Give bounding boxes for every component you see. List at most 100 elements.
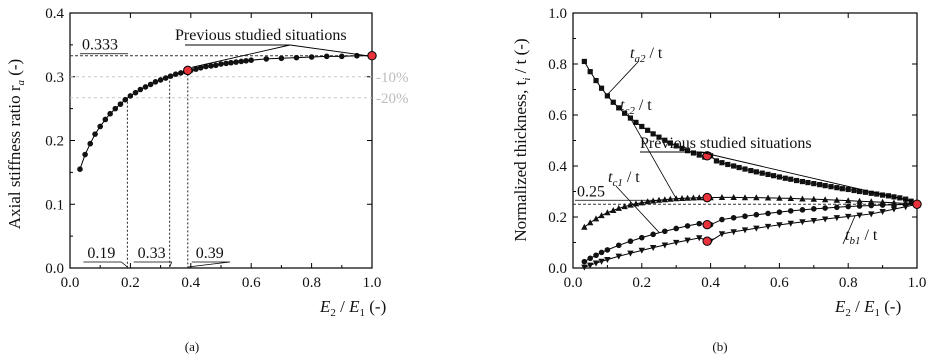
- panel-a-drop-label: 0.39: [196, 245, 224, 262]
- panel-a-anno-arrow: [289, 44, 368, 57]
- panel-a-ytick-label: 0.2: [45, 134, 64, 150]
- panel-b-data-point: [731, 163, 737, 169]
- panel-b-data-point: [742, 213, 748, 220]
- panel-b-data-point: [753, 225, 760, 232]
- panel-b-data-point: [811, 206, 817, 212]
- panel-b-data-point: [753, 169, 759, 175]
- panel-a-data-point: [87, 140, 94, 147]
- panel-b-series-label: ta2 / t: [630, 45, 663, 65]
- panel-b-data-point: [581, 58, 587, 65]
- panel-a-data-point: [193, 66, 199, 72]
- panel-b-data-point: [851, 187, 857, 194]
- panel-b-ytick-label: 0.8: [548, 57, 567, 73]
- panel-b-data-point: [890, 206, 898, 213]
- panel-b-data-point: [650, 231, 656, 238]
- panel-b-series-line: [584, 196, 918, 228]
- panel-b-xtick-label: 0.4: [701, 275, 720, 291]
- panel-a-data-point: [218, 61, 224, 67]
- panel-b-series-label-leader: [627, 113, 677, 199]
- panel-b-data-point: [839, 186, 845, 192]
- panel-a-ref-label: -10%: [376, 70, 409, 86]
- panel-b-data-point: [725, 161, 731, 168]
- panel-b-data-point: [718, 231, 726, 238]
- panel-a-data-point: [172, 71, 179, 77]
- panel-b-data-point: [690, 194, 697, 201]
- panel-b-data-point: [776, 222, 783, 229]
- panel-a-data-point: [142, 84, 149, 90]
- panel-a-data-point: [137, 86, 144, 93]
- panel-b-highlight-point: [702, 219, 712, 230]
- panel-a-drop-label-leader: [187, 261, 230, 268]
- panel-a-data-point: [102, 116, 109, 123]
- panel-a-data-point: [167, 73, 174, 79]
- panel-b-data-point: [593, 77, 599, 84]
- panel-a-data-point: [213, 62, 219, 69]
- panel-b-data-point: [684, 237, 691, 244]
- panel-b-data-point: [765, 210, 771, 217]
- panel-b-xlabel: E2 / E1 (-): [834, 297, 901, 319]
- panel-b-ylabel: Normalized thickness, ti / t (-): [511, 38, 533, 241]
- panel-b-data-point: [856, 203, 863, 209]
- panel-b-data-point: [598, 249, 605, 256]
- panel-a-data-point: [152, 79, 159, 85]
- panel-a-xlabel: E2 / E1 (-): [319, 297, 386, 319]
- panel-b-data-point: [645, 127, 651, 133]
- panel-b-data-point: [880, 192, 886, 198]
- panel-b-data-point: [903, 196, 909, 202]
- panel-a-data-point: [293, 54, 300, 61]
- panel-a-xtick-label: 0.6: [242, 275, 261, 291]
- panel-b-data-point: [736, 164, 742, 171]
- panel-b-data-point: [741, 227, 749, 234]
- panel-b-ytick-label: 0.2: [548, 210, 567, 226]
- panel-b-data-point: [684, 223, 691, 229]
- panel-b-data-point: [891, 201, 897, 208]
- panel-a-ylabel: Axial stiffness ratio ra (-): [5, 59, 27, 229]
- panel-b-data-point: [673, 225, 679, 232]
- panel-b-data-point: [799, 207, 806, 213]
- panel-b-data-point: [794, 177, 800, 184]
- panel-b-data-point: [667, 195, 674, 202]
- panel-b-data-point: [787, 208, 794, 214]
- panel-a-xtick-label: 0.4: [181, 275, 200, 291]
- panel-b-data-point: [856, 197, 863, 204]
- panel-b-data-point: [696, 220, 703, 227]
- panel-b-data-point: [587, 255, 593, 262]
- panel-b-data-point: [655, 196, 663, 203]
- panel-b-data-point: [862, 189, 868, 195]
- panel-a-drop-label-leader: [121, 261, 128, 268]
- panel-b-data-point: [622, 110, 628, 116]
- panel-a-xtick-label: 0.2: [121, 275, 140, 291]
- panel-b-data-point: [764, 194, 772, 201]
- panel-b-data-point: [649, 245, 657, 251]
- panel-b-data-point: [845, 213, 852, 220]
- panel-a-anno-arrow: [191, 44, 291, 68]
- panel-b-data-point: [598, 212, 605, 219]
- panel-b-data-point: [610, 99, 616, 105]
- panel-b-data-point: [581, 223, 588, 230]
- panel-b-data-point: [902, 204, 909, 211]
- panel-b-data-point: [673, 143, 679, 149]
- panel-b-data-point: [713, 158, 720, 164]
- panel-a-data-point: [127, 93, 134, 99]
- panel-b-data-point: [833, 215, 841, 222]
- panel-b-data-point: [868, 198, 875, 205]
- panel-b-series-label-leader: [615, 185, 660, 233]
- panel-a-annotation: Previous studied situations: [175, 27, 347, 44]
- panel-b-data-point: [787, 220, 794, 227]
- panel-b-data-point: [845, 203, 851, 210]
- panel-b-data-point: [822, 205, 828, 211]
- panel-b-data-point: [742, 166, 748, 172]
- panel-b-data-point: [696, 194, 703, 201]
- panel-b-series-label: tc2 / t: [620, 97, 652, 117]
- panel-b-data-point: [822, 183, 828, 189]
- panel-b-data-point: [638, 247, 645, 254]
- panel-a-data-point: [263, 56, 270, 62]
- panel-a-xtick-label: 1.0: [363, 275, 382, 291]
- panel-b-series-label: tb1 / t: [845, 227, 878, 247]
- panel-b-data-point: [593, 252, 599, 259]
- panel-b-data-point: [799, 219, 806, 226]
- panel-b-data-point: [741, 194, 749, 201]
- panel-a-data-point: [92, 131, 98, 137]
- panel-b-data-point: [759, 170, 765, 176]
